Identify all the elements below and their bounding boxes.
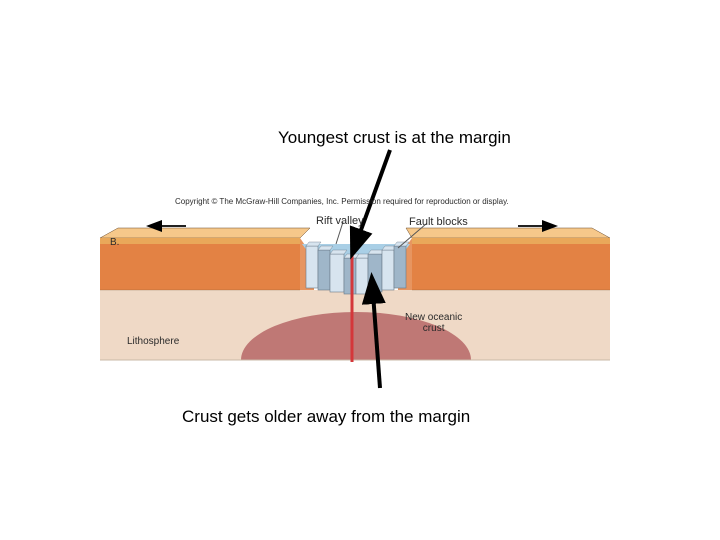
top-caption: Youngest crust is at the margin [278, 128, 511, 148]
new-oceanic-label: New oceanic crust [405, 312, 462, 334]
rift-valley-label: Rift valley [316, 215, 364, 227]
rift-diagram [0, 0, 720, 540]
panel-letter: B. [110, 237, 119, 248]
lithosphere-label: Lithosphere [127, 336, 179, 347]
bottom-caption: Crust gets older away from the margin [182, 407, 470, 427]
copyright-text: Copyright © The McGraw-Hill Companies, I… [175, 197, 509, 206]
slide-canvas: Youngest crust is at the margin Crust ge… [0, 0, 720, 540]
fault-blocks-label: Fault blocks [409, 216, 468, 228]
